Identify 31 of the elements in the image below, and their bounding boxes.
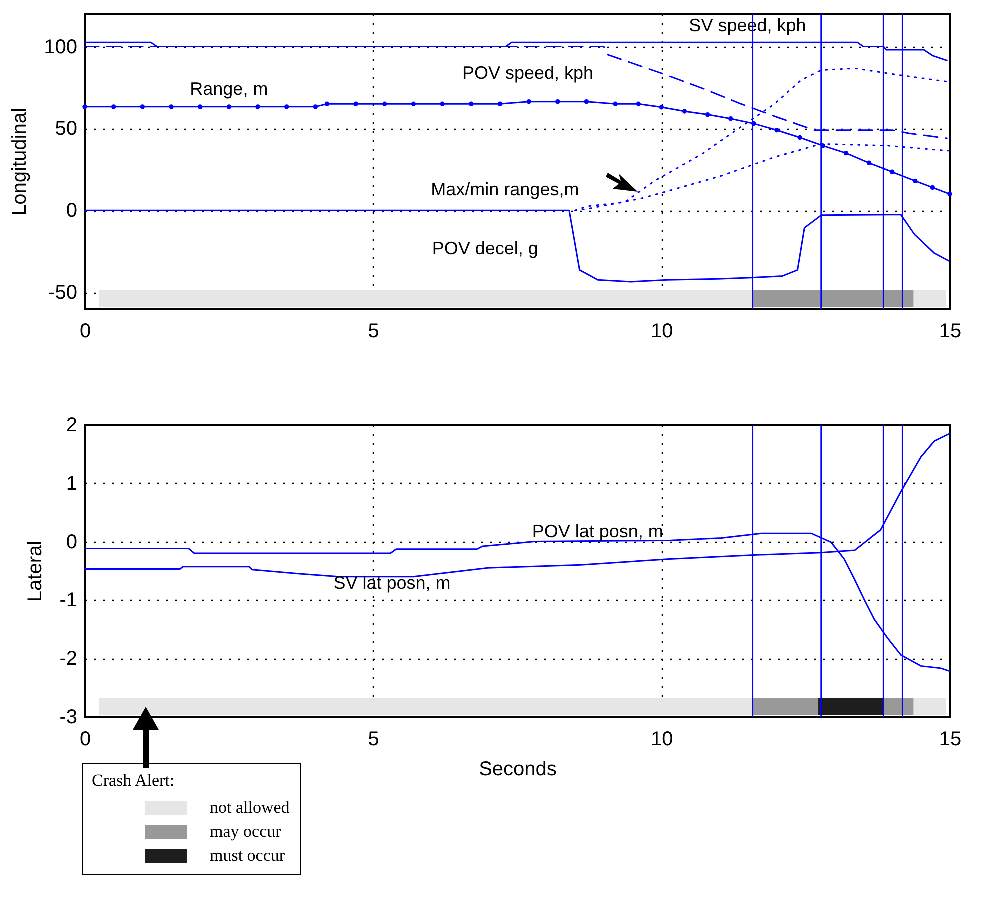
x-axis-title: Seconds: [479, 758, 557, 780]
y-tick-label: 50: [55, 118, 78, 140]
y-tick-label: 0: [66, 531, 78, 554]
x-tick-label: 0: [80, 728, 92, 750]
y-axis-title: Lateral: [24, 540, 47, 602]
legend-label: must occur: [210, 846, 286, 865]
x-tick-label: 10: [651, 728, 674, 750]
y-tick-label: -50: [48, 282, 78, 304]
x-tick-label: 15: [939, 728, 962, 750]
y-tick-label: 2: [66, 414, 78, 436]
y-tick-label: -3: [60, 706, 78, 728]
legend-title: Crash Alert:: [92, 771, 175, 790]
x-tick-label: 10: [651, 320, 674, 342]
series-label: Max/min ranges,m: [431, 180, 580, 200]
y-tick-label: 1: [66, 472, 78, 495]
x-tick-label: 5: [368, 320, 380, 342]
y-axis-title: Longitudinal: [9, 108, 32, 216]
series-label: POV lat posn, m: [532, 522, 664, 542]
y-tick-label: -2: [60, 648, 78, 670]
legend-label: not allowed: [210, 798, 290, 817]
series-label: SV lat posn, m: [334, 572, 451, 593]
y-tick-label: -1: [60, 590, 78, 612]
x-tick-label: 15: [939, 320, 962, 342]
series-label: POV decel, g: [432, 238, 538, 259]
x-tick-label: 0: [80, 320, 92, 342]
y-tick-label: 100: [44, 36, 78, 58]
x-tick-label: 5: [368, 728, 380, 750]
series-label: Range, m: [190, 78, 268, 99]
series-label: POV speed, kph: [462, 62, 594, 83]
y-tick-label: 0: [66, 200, 78, 222]
legend-label: may occur: [210, 822, 282, 841]
